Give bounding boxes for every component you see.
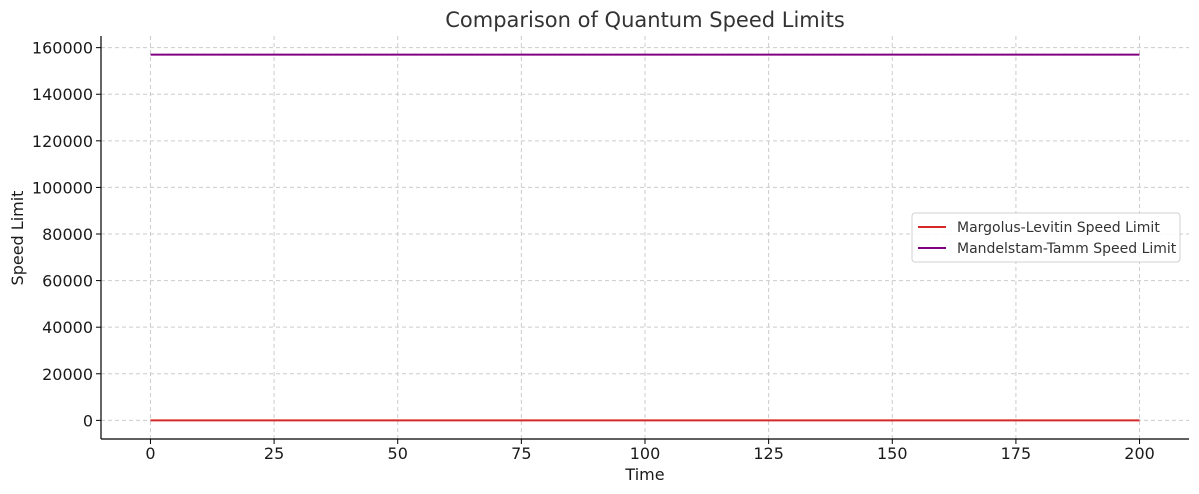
- y-tick-label: 60000: [42, 272, 93, 291]
- y-tick-label: 120000: [32, 132, 93, 151]
- x-tick-label: 25: [264, 444, 284, 463]
- y-axis-label: Speed Limit: [8, 191, 27, 286]
- y-tick-label: 20000: [42, 365, 93, 384]
- chart-title: Comparison of Quantum Speed Limits: [445, 8, 845, 32]
- legend: Margolus-Levitin Speed Limit Mandelstam-T…: [911, 212, 1181, 263]
- y-tick-label: 0: [83, 411, 93, 430]
- x-tick-label: 0: [145, 444, 155, 463]
- x-tick-label: 175: [1001, 444, 1032, 463]
- x-tick-label: 200: [1124, 444, 1155, 463]
- legend-label-1: Margolus-Levitin Speed Limit: [957, 220, 1160, 236]
- y-tick-label: 40000: [42, 318, 93, 337]
- x-tick-label: 100: [630, 444, 661, 463]
- x-axis-label: Time: [624, 465, 664, 484]
- x-ticks: 0 25 50 75 100 125 150 175 200: [145, 439, 1155, 463]
- series-layer: [150, 53, 1140, 422]
- x-tick-label: 75: [511, 444, 531, 463]
- y-tick-label: 140000: [32, 85, 93, 104]
- y-tick-label: 100000: [32, 178, 93, 197]
- legend-label-2: Mandelstam-Tamm Speed Limit: [957, 241, 1177, 257]
- y-tick-label: 160000: [32, 39, 93, 58]
- x-tick-label: 150: [877, 444, 908, 463]
- y-tick-label: 80000: [42, 225, 93, 244]
- legend-box: [911, 212, 1181, 263]
- y-ticks: 0 20000 40000 60000 80000 100000 120000 140000 1…: [32, 39, 101, 430]
- x-tick-label: 125: [753, 444, 784, 463]
- x-tick-label: 50: [388, 444, 408, 463]
